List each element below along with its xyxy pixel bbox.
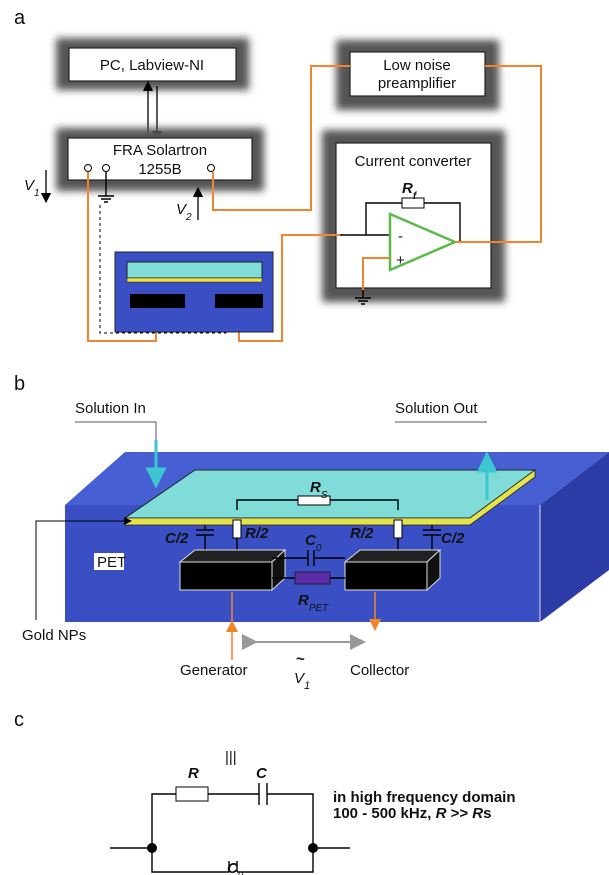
c-half-label: C/2 <box>441 530 465 547</box>
node <box>147 843 157 853</box>
r-label: R <box>188 765 199 782</box>
generator-label: Generator <box>180 662 248 679</box>
tilde: ~ <box>296 651 305 668</box>
v1-label: V1 <box>24 177 40 199</box>
var-sub: 1 <box>304 680 310 692</box>
terminal <box>103 165 110 172</box>
solution-in-label: Solution In <box>75 400 146 417</box>
cube-top <box>180 550 285 562</box>
var-main: R <box>310 479 321 496</box>
solution-out-label: Solution Out <box>395 400 478 417</box>
plus-label: + <box>396 252 405 269</box>
pc-label: PC, Labview-NI <box>100 57 204 74</box>
node <box>308 843 318 853</box>
minus-label: - <box>398 228 403 245</box>
film-top <box>125 470 535 518</box>
var-main: R <box>402 180 413 197</box>
resistor <box>394 520 402 538</box>
electrode <box>130 294 185 308</box>
note: in high frequency domain <box>333 789 516 806</box>
electrode <box>215 294 263 308</box>
gold-nps-label: Gold NPs <box>22 627 86 644</box>
v2-label: V2 <box>176 201 192 223</box>
r-half-label: R/2 <box>245 525 269 542</box>
var-sub: PET <box>309 603 329 614</box>
r-half-label: R/2 <box>350 525 374 542</box>
note-part: >> <box>446 805 472 822</box>
var-sub: 1 <box>34 188 40 199</box>
note-part: 100 - 500 kHz, <box>333 805 436 822</box>
figure: a PC, Labview-NI FRA Solartron 1255B V1 … <box>0 0 609 875</box>
body: { "panel_a": { "label": "a", "pc_box": "… <box>0 0 609 875</box>
fra-label: FRA Solartron <box>113 142 207 159</box>
resistor <box>176 787 208 801</box>
panel-label: a <box>14 7 26 29</box>
c-half-label: C/2 <box>165 530 189 547</box>
c0-label: C0 <box>227 860 243 875</box>
c-label: C <box>256 765 268 782</box>
fra-label: 1255B <box>138 161 181 178</box>
terminal <box>208 165 215 172</box>
page: Measurement setup diagram html, body { m… <box>0 0 609 875</box>
pet-label: PET <box>97 554 126 571</box>
var-sub: 0 <box>238 870 243 875</box>
var-sub: 0 <box>316 543 322 554</box>
panel-label: b <box>14 373 25 395</box>
preamp-label: preamplifier <box>378 75 456 92</box>
gold-layer <box>127 278 262 282</box>
note-part: R <box>472 805 483 822</box>
resistor <box>233 520 241 538</box>
note: 100 - 500 kHz, R >> Rs <box>333 805 491 822</box>
film <box>127 262 262 278</box>
var-sub: S <box>321 490 328 501</box>
v1-label: V1 <box>294 670 310 692</box>
panel-label: c <box>14 709 24 731</box>
collector-label: Collector <box>350 662 409 679</box>
resistor <box>295 572 330 584</box>
electrode <box>345 562 427 590</box>
note-part: s <box>483 805 491 822</box>
var-sub: 2 <box>185 212 192 223</box>
equiv-sign: ||| <box>225 749 237 766</box>
terminal <box>85 165 92 172</box>
capacitor <box>259 783 267 805</box>
converter-label: Current converter <box>355 153 472 170</box>
note-part: R <box>436 805 447 822</box>
electrode <box>180 562 272 590</box>
cube-top <box>345 550 440 562</box>
var-main: R <box>298 592 309 609</box>
preamp-label: Low noise <box>383 57 451 74</box>
